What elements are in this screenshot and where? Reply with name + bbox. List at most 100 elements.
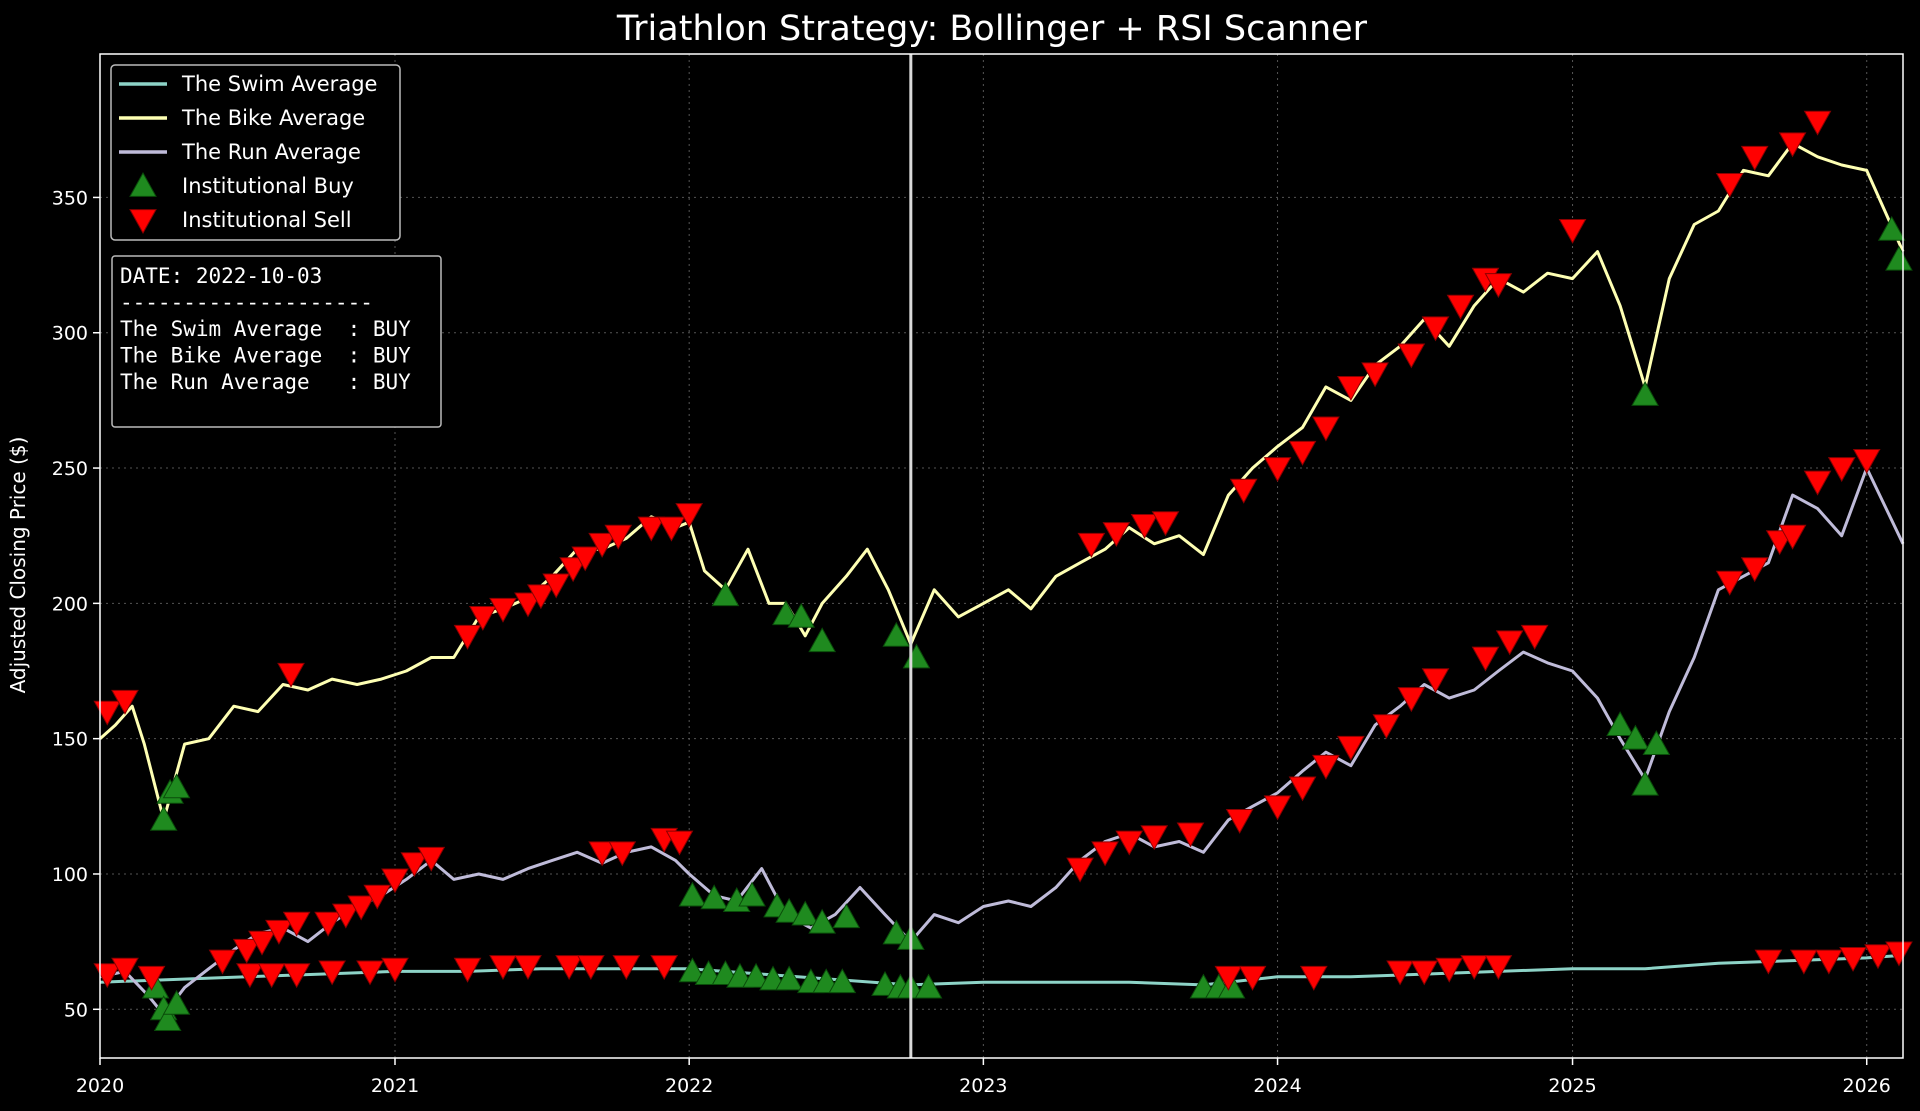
y-tick-label: 50 (64, 999, 88, 1021)
x-tick-label: 2023 (959, 1075, 1007, 1097)
sell-marker (248, 930, 276, 956)
plot-frame (99, 53, 1904, 1059)
sell-marker (555, 955, 583, 981)
sell-marker (1410, 960, 1439, 986)
buy-marker (149, 805, 178, 831)
buy-marker (711, 581, 740, 607)
sell-marker (489, 955, 517, 981)
sell-marker (1372, 714, 1401, 740)
sell-marker (1337, 735, 1365, 761)
sell-marker (381, 957, 409, 983)
sell-marker (604, 524, 633, 550)
buy-marker (738, 881, 766, 907)
sell-marker (657, 516, 686, 542)
sell-marker (527, 584, 555, 610)
sell-marker (1397, 687, 1426, 713)
sell-marker (1229, 478, 1258, 504)
x-tick-label: 2026 (1843, 1075, 1891, 1097)
sell-marker (1520, 624, 1549, 650)
sell-marker (650, 955, 679, 981)
y-tick-label: 350 (52, 187, 88, 209)
buy-marker (1877, 215, 1906, 241)
sell-marker (1778, 132, 1807, 158)
sell-marker (1397, 343, 1426, 369)
sell-marker (1495, 630, 1524, 656)
sell-marker (612, 955, 641, 981)
sell-marker (1077, 532, 1106, 558)
sell-marker (318, 960, 346, 986)
sell-marker (400, 852, 429, 878)
sell-marker (1740, 145, 1769, 171)
sell-marker (453, 624, 482, 650)
legend-label-sell: Institutional Sell (182, 208, 352, 232)
series-line-bike (99, 141, 1905, 822)
buy-marker (1621, 724, 1650, 750)
sell-marker (1312, 754, 1340, 780)
buy-marker (775, 965, 803, 991)
sell-marker (1288, 440, 1317, 466)
chart-title: Triathlon Strategy: Bollinger + RSI Scan… (616, 9, 1368, 49)
sell-marker (1214, 965, 1243, 991)
sell-marker (1091, 841, 1119, 867)
sell-marker (208, 949, 237, 975)
sell-marker (1484, 273, 1513, 299)
sell-marker (1471, 646, 1500, 672)
sell-marker (356, 960, 384, 986)
x-tick-label: 2021 (371, 1075, 419, 1097)
sell-marker (265, 919, 293, 945)
status-line: The Swim Average : BUY (120, 317, 411, 341)
buy-marker (882, 919, 911, 945)
sell-marker (1885, 941, 1913, 967)
sell-marker (331, 903, 360, 929)
sell-marker (1176, 822, 1205, 848)
sell-marker (417, 846, 446, 872)
sell-marker (1864, 944, 1892, 970)
buy-marker (832, 903, 861, 929)
sell-marker (1299, 965, 1328, 991)
legend-box (110, 64, 401, 241)
sell-marker (347, 895, 375, 921)
buy-marker (700, 884, 729, 910)
status-box-frame (111, 255, 442, 428)
sell-marker (257, 963, 286, 989)
sell-marker (1803, 470, 1832, 496)
buy-marker (808, 908, 837, 934)
sell-marker (453, 957, 482, 983)
sell-marker (314, 911, 342, 937)
status-line: -------------------- (120, 291, 373, 315)
buy-marker (678, 957, 707, 983)
sell-marker (1715, 172, 1744, 198)
buy-marker (775, 897, 803, 923)
marker-layer (93, 110, 1913, 1032)
y-tick-label: 150 (52, 729, 88, 751)
status-box: DATE: 2022-10-03--------------------The … (111, 255, 442, 428)
sell-marker (1337, 375, 1365, 401)
buy-marker (162, 773, 191, 799)
buy-marker (742, 962, 770, 988)
sell-marker (1803, 110, 1832, 136)
sell-marker (1446, 294, 1475, 320)
sell-marker (1558, 219, 1587, 244)
buy-marker (1606, 711, 1634, 737)
buy-marker (882, 621, 911, 647)
series-line-swim (99, 953, 1904, 987)
sell-marker (1421, 316, 1450, 342)
sell-marker (514, 592, 542, 618)
buy-marker (153, 1006, 182, 1032)
status-line: The Run Average : BUY (120, 370, 411, 394)
x-tick-label: 2022 (665, 1075, 713, 1097)
sell-marker (588, 841, 616, 867)
sell-marker (1827, 457, 1856, 483)
sell-marker (1839, 946, 1867, 972)
buy-marker (678, 881, 707, 907)
sell-marker (1312, 416, 1340, 442)
sell-marker (1852, 449, 1881, 474)
sell-marker (571, 546, 600, 572)
y-tick-label: 200 (52, 593, 88, 615)
legend-label-buy: Institutional Buy (182, 174, 354, 198)
sell-marker (1435, 957, 1464, 983)
sell-marker (137, 965, 166, 991)
sell-marker (1263, 457, 1292, 483)
